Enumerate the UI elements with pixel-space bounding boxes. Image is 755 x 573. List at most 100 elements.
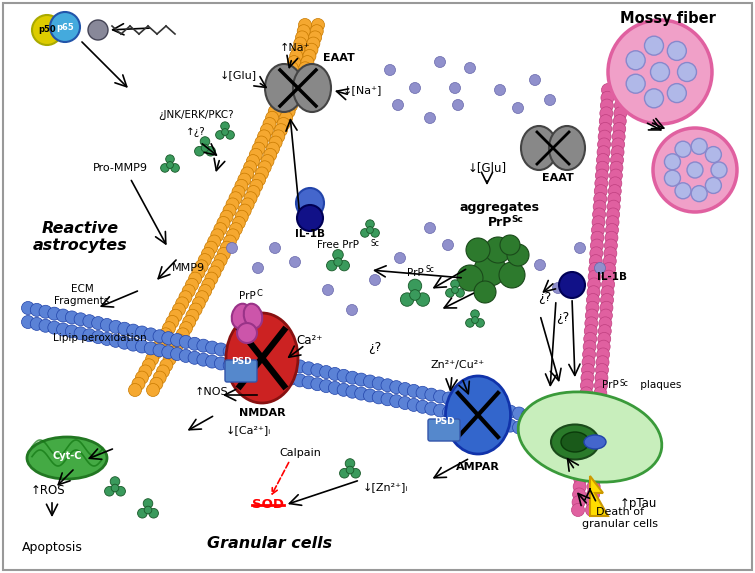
Circle shape bbox=[371, 229, 379, 237]
Circle shape bbox=[337, 370, 350, 382]
Circle shape bbox=[407, 384, 421, 398]
Circle shape bbox=[583, 348, 596, 361]
Circle shape bbox=[162, 332, 175, 344]
Circle shape bbox=[565, 432, 578, 445]
Circle shape bbox=[598, 130, 611, 143]
Circle shape bbox=[416, 386, 429, 399]
Circle shape bbox=[173, 334, 186, 347]
Circle shape bbox=[334, 258, 342, 266]
Circle shape bbox=[279, 111, 293, 124]
Ellipse shape bbox=[226, 313, 298, 403]
Circle shape bbox=[529, 74, 541, 85]
Circle shape bbox=[460, 410, 473, 423]
Circle shape bbox=[345, 459, 355, 468]
Circle shape bbox=[590, 434, 603, 446]
Circle shape bbox=[146, 352, 159, 366]
Circle shape bbox=[312, 18, 325, 32]
Circle shape bbox=[602, 270, 615, 283]
Circle shape bbox=[214, 357, 227, 370]
Circle shape bbox=[495, 417, 508, 430]
Circle shape bbox=[485, 237, 511, 263]
Circle shape bbox=[596, 169, 609, 182]
Circle shape bbox=[596, 348, 609, 361]
Circle shape bbox=[667, 41, 686, 60]
Circle shape bbox=[361, 229, 369, 237]
Circle shape bbox=[195, 147, 204, 156]
Circle shape bbox=[596, 356, 609, 368]
Circle shape bbox=[351, 469, 360, 478]
Circle shape bbox=[30, 317, 43, 331]
Circle shape bbox=[603, 254, 616, 268]
Circle shape bbox=[547, 429, 560, 442]
Text: PrP: PrP bbox=[488, 215, 512, 229]
Text: ↓[Glu]: ↓[Glu] bbox=[467, 162, 507, 175]
Text: NMDAR: NMDAR bbox=[239, 408, 285, 418]
Circle shape bbox=[274, 124, 288, 137]
Circle shape bbox=[74, 327, 87, 340]
Circle shape bbox=[591, 426, 604, 439]
Circle shape bbox=[416, 293, 430, 307]
Circle shape bbox=[667, 84, 686, 103]
Circle shape bbox=[583, 340, 596, 353]
Circle shape bbox=[192, 266, 205, 279]
Circle shape bbox=[410, 290, 421, 300]
Circle shape bbox=[579, 402, 592, 415]
Circle shape bbox=[363, 375, 377, 388]
Text: Calpain: Calpain bbox=[279, 448, 321, 458]
Circle shape bbox=[214, 223, 226, 236]
Circle shape bbox=[170, 340, 183, 353]
Circle shape bbox=[186, 309, 199, 322]
Circle shape bbox=[513, 407, 525, 420]
Circle shape bbox=[186, 278, 199, 291]
Circle shape bbox=[559, 272, 585, 298]
Circle shape bbox=[474, 254, 506, 286]
Circle shape bbox=[574, 472, 587, 485]
Circle shape bbox=[556, 417, 569, 429]
Circle shape bbox=[705, 178, 721, 194]
Circle shape bbox=[153, 344, 166, 357]
Circle shape bbox=[513, 421, 525, 434]
Circle shape bbox=[424, 222, 436, 234]
Circle shape bbox=[592, 215, 605, 229]
Circle shape bbox=[100, 332, 113, 346]
Circle shape bbox=[547, 414, 560, 427]
Circle shape bbox=[675, 183, 691, 199]
Circle shape bbox=[302, 362, 315, 375]
Circle shape bbox=[594, 387, 607, 400]
Circle shape bbox=[618, 444, 630, 457]
Text: SOD: SOD bbox=[252, 499, 284, 512]
Circle shape bbox=[297, 68, 310, 81]
Circle shape bbox=[613, 115, 627, 128]
Circle shape bbox=[205, 341, 219, 354]
Circle shape bbox=[598, 138, 611, 151]
Circle shape bbox=[217, 217, 230, 229]
Circle shape bbox=[598, 332, 611, 346]
Circle shape bbox=[171, 348, 183, 360]
Circle shape bbox=[118, 322, 131, 335]
Text: Apoptosis: Apoptosis bbox=[22, 541, 82, 555]
Circle shape bbox=[258, 366, 271, 379]
Circle shape bbox=[477, 414, 491, 426]
Circle shape bbox=[591, 438, 605, 451]
Circle shape bbox=[565, 418, 578, 431]
Circle shape bbox=[171, 333, 183, 347]
Circle shape bbox=[451, 286, 458, 293]
Circle shape bbox=[205, 241, 217, 254]
Circle shape bbox=[588, 465, 601, 478]
Circle shape bbox=[592, 410, 606, 423]
Circle shape bbox=[442, 240, 454, 250]
Circle shape bbox=[363, 389, 377, 402]
Circle shape bbox=[584, 325, 597, 337]
Circle shape bbox=[180, 321, 193, 335]
Circle shape bbox=[408, 279, 422, 293]
Circle shape bbox=[252, 142, 265, 155]
Circle shape bbox=[608, 193, 621, 205]
Circle shape bbox=[618, 430, 630, 442]
Circle shape bbox=[583, 436, 596, 449]
Circle shape bbox=[285, 372, 297, 385]
Circle shape bbox=[220, 122, 230, 131]
Circle shape bbox=[201, 144, 209, 152]
Text: ¿?: ¿? bbox=[368, 342, 381, 355]
Ellipse shape bbox=[293, 64, 331, 112]
Circle shape bbox=[50, 12, 80, 42]
